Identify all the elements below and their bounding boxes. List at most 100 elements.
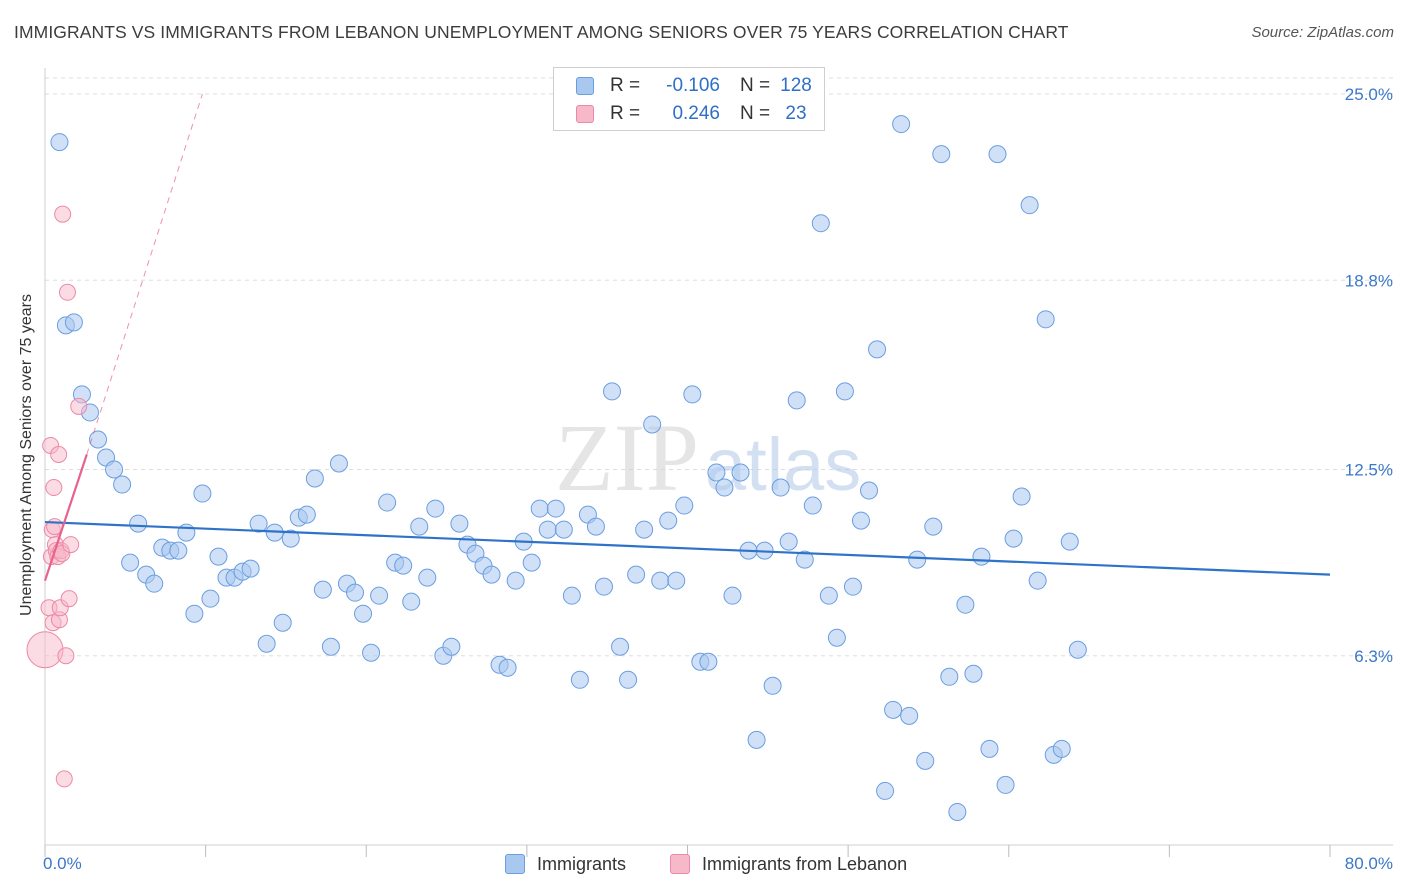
source-label: Source: ZipAtlas.com xyxy=(1251,24,1394,41)
immigrants-point xyxy=(972,547,991,566)
legend-r-label: R = xyxy=(610,103,641,124)
legend: R = -0.106 N = 128 R = 0.246 N = 23 xyxy=(553,67,825,131)
immigrants-point xyxy=(538,520,557,539)
y-tick-label: 12.5% xyxy=(1345,461,1393,480)
immigrants-point xyxy=(779,532,798,551)
legend-n-value: 23 xyxy=(785,103,807,124)
y-tick-label: 25.0% xyxy=(1345,85,1393,104)
immigrants-point xyxy=(554,520,573,539)
x-tick-label-min: 0.0% xyxy=(43,854,82,873)
immigrants-point xyxy=(707,463,726,482)
immigrants-point xyxy=(771,478,790,497)
bottom-legend-label-immigrants: Immigrants xyxy=(537,853,627,874)
immigrants-point xyxy=(121,553,140,572)
lebanon-point xyxy=(60,590,78,608)
lebanon-points xyxy=(26,205,88,788)
immigrants-point xyxy=(498,658,517,677)
trend-lines xyxy=(43,93,1331,582)
immigrants-point xyxy=(241,559,260,578)
immigrants-point xyxy=(305,469,324,488)
immigrants-point xyxy=(193,484,212,503)
lebanon-point xyxy=(57,647,75,665)
lebanon-point xyxy=(58,283,76,301)
axes xyxy=(44,68,1393,857)
immigrants-point xyxy=(723,586,742,605)
bottom-legend-label-lebanon: Immigrants from Lebanon xyxy=(702,853,908,874)
immigrants-point xyxy=(273,613,292,632)
immigrants-point xyxy=(50,133,69,152)
immigrants-point xyxy=(362,643,381,662)
immigrants-point xyxy=(731,463,750,482)
immigrants-point xyxy=(1068,640,1087,659)
immigrants-point xyxy=(321,637,340,656)
immigrants-point xyxy=(819,586,838,605)
immigrants-point xyxy=(651,571,670,590)
immigrants-point xyxy=(996,775,1015,794)
immigrants-point xyxy=(956,595,975,614)
bottom-legend-swatch-immigrants xyxy=(505,854,525,874)
chart-title: IMMIGRANTS VS IMMIGRANTS FROM LEBANON UN… xyxy=(14,22,1069,42)
immigrants-point xyxy=(868,340,887,359)
tick-labels: 6.3% 12.5% 18.8% 25.0% 0.0% 80.0% xyxy=(43,85,1393,873)
immigrants-point xyxy=(64,313,83,332)
immigrants-point xyxy=(988,145,1007,164)
legend-row-lebanon: R = 0.246 N = 23 xyxy=(576,101,816,127)
immigrants-point xyxy=(129,514,148,533)
immigrants-point xyxy=(803,496,822,515)
lebanon-point xyxy=(55,770,73,788)
immigrants-point xyxy=(884,700,903,719)
immigrants-point xyxy=(795,550,814,569)
immigrants-point xyxy=(932,145,951,164)
immigrants-point xyxy=(747,730,766,749)
legend-r-value: 0.246 xyxy=(672,103,720,124)
immigrants-point xyxy=(835,382,854,401)
legend-swatch-lebanon xyxy=(576,105,594,123)
lebanon-trend-extension xyxy=(86,93,203,455)
watermark: ZIP atlas xyxy=(555,404,861,511)
immigrants-point xyxy=(940,667,959,686)
immigrants-point xyxy=(900,706,919,725)
lebanon-point xyxy=(70,397,88,415)
immigrants-point xyxy=(570,670,589,689)
immigrants-point xyxy=(378,493,397,512)
immigrants-point xyxy=(169,541,188,560)
legend-n-label: N = xyxy=(740,103,771,124)
immigrants-point xyxy=(787,391,806,410)
immigrants-point xyxy=(329,454,348,473)
immigrants-point xyxy=(611,637,630,656)
immigrants-point xyxy=(89,430,108,449)
immigrants-point xyxy=(249,514,268,533)
watermark-zip: ZIP xyxy=(555,404,699,511)
immigrants-point xyxy=(346,583,365,602)
immigrants-point xyxy=(675,496,694,515)
immigrants-point xyxy=(699,652,718,671)
immigrants-point xyxy=(811,214,830,233)
lebanon-point xyxy=(26,631,64,669)
immigrants-point xyxy=(546,499,565,518)
immigrants-point xyxy=(145,574,164,593)
immigrants-point xyxy=(594,577,613,596)
immigrants-point xyxy=(827,628,846,647)
immigrants-point xyxy=(297,505,316,524)
lebanon-point xyxy=(50,445,68,463)
immigrants-point xyxy=(530,499,549,518)
immigrants-point xyxy=(1052,739,1071,758)
immigrants-point xyxy=(442,637,461,656)
immigrants-point xyxy=(916,751,935,770)
immigrants-point xyxy=(715,478,734,497)
immigrants-point xyxy=(1020,196,1039,215)
y-tick-label: 18.8% xyxy=(1345,271,1393,290)
immigrants-trend-line xyxy=(44,520,1331,576)
legend-r-label: R = xyxy=(610,75,641,96)
immigrants-point xyxy=(667,571,686,590)
immigrants-point xyxy=(683,385,702,404)
immigrants-point xyxy=(418,568,437,587)
immigrants-point xyxy=(482,565,501,584)
immigrants-point xyxy=(860,481,879,500)
immigrants-point xyxy=(924,517,943,536)
immigrants-point xyxy=(185,604,204,623)
legend-r-value: -0.106 xyxy=(666,75,720,96)
bottom-legend-lebanon: Immigrants from Lebanon xyxy=(670,852,907,876)
legend-swatch-immigrants xyxy=(576,77,594,95)
